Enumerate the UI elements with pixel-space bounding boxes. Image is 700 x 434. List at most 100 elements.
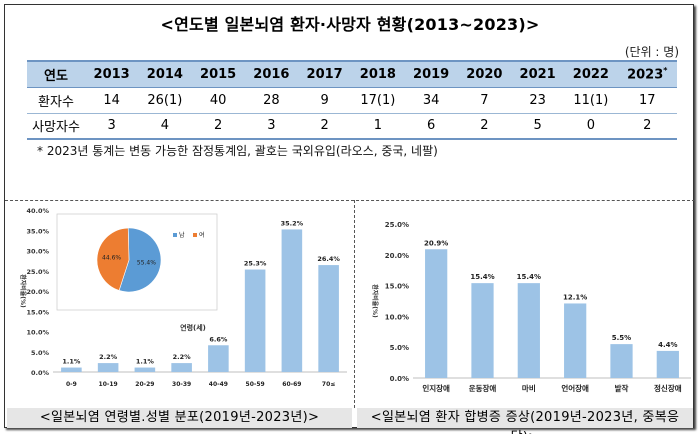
table-cell: 23 — [511, 87, 565, 114]
bar-data-label: 2.2% — [173, 353, 192, 361]
bar-data-label: 20.9% — [424, 239, 448, 247]
bar — [281, 229, 303, 372]
provisional-mark: * — [663, 66, 668, 76]
complication-chart-panel: 0.0% 5.0% 10.0% 15.0% 20.0% 25.0% 환자비율(%) 20.9%… — [357, 202, 693, 407]
bar — [318, 265, 339, 372]
legend-label: 여 — [199, 231, 205, 239]
table-cell: 26(1) — [138, 87, 192, 114]
table-footnote: * 2023년 통계는 변동 가능한 잠정통계임, 괄호는 국외유입(라오스, … — [37, 144, 438, 158]
table-cell: 3 — [244, 113, 298, 140]
bar — [61, 367, 82, 372]
year-header: 2018 — [351, 60, 405, 88]
table-cell: 3 — [85, 113, 139, 140]
table-cell: 14 — [85, 87, 139, 114]
legend-swatch — [193, 233, 197, 237]
bar — [425, 249, 448, 378]
category-label: 0-9 — [66, 381, 77, 388]
category-label: 발작 — [615, 383, 629, 393]
category-label: 50-59 — [246, 381, 265, 388]
table-cell: 5 — [511, 113, 565, 140]
table-cell: 0 — [564, 113, 618, 140]
bar-data-label: 1.1% — [62, 358, 81, 366]
year-header-2023-text: 2023 — [627, 67, 664, 83]
year-header: 2017 — [298, 60, 352, 88]
category-label: 30-39 — [172, 381, 191, 388]
y-tick-label: 20.0% — [26, 288, 49, 296]
x-axis-label: 연령(세) — [180, 323, 206, 332]
category-label: 40-49 — [209, 381, 228, 388]
bar — [244, 269, 266, 372]
bar — [517, 283, 540, 378]
year-header: 2013 — [85, 60, 139, 88]
legend-swatch — [173, 233, 177, 237]
table-cell: 2 — [457, 113, 511, 140]
table-cell: 11(1) — [564, 87, 618, 114]
row-label-deaths: 사망자수 — [27, 113, 85, 140]
unit-label: (단위 : 명) — [624, 45, 679, 59]
year-header: 2021 — [511, 60, 565, 88]
legend-label: 남 — [179, 231, 185, 239]
year-header: 2014 — [138, 60, 192, 88]
year-header: 2016 — [244, 60, 298, 88]
y-axis-label: 환자비율(%) — [19, 274, 27, 308]
category-label: 70≤ — [322, 381, 335, 388]
table-cell: 1 — [351, 113, 405, 140]
category-label: 인지장애 — [422, 383, 450, 393]
y-tick-label: 15.0% — [26, 308, 49, 316]
table-cell: 6 — [404, 113, 458, 140]
right-chart-caption: <일본뇌염 환자 합병증 증상(2019년-2023년, 중복응답)> — [357, 408, 693, 434]
section-divider — [5, 200, 695, 201]
table-cell: 40 — [191, 87, 245, 114]
bar-data-label: 5.5% — [612, 334, 631, 342]
y-tick-label: 0.0% — [31, 369, 50, 377]
y-tick-label: 10.0% — [385, 313, 409, 321]
table-row-patients: 환자수 14 26(1) 40 28 9 17(1) 34 7 23 11(1)… — [27, 87, 677, 114]
page-title: <연도별 일본뇌염 환자·사망자 현황(2013~2023)> — [160, 15, 540, 34]
y-tick-label: 10.0% — [26, 329, 49, 337]
bar-data-label: 12.1% — [563, 293, 587, 301]
y-tick-label: 5.0% — [390, 344, 409, 352]
year-header-2023: 2023* — [617, 60, 677, 88]
table-cell: 17(1) — [351, 87, 405, 114]
table-header-row: 연도 2013 2014 2015 2016 2017 2018 2019 20… — [27, 60, 677, 88]
bar-data-label: 15.4% — [517, 273, 541, 281]
category-label: 언어장애 — [561, 383, 589, 393]
bar-data-label: 15.4% — [470, 273, 494, 281]
pie-slice — [118, 227, 162, 293]
y-tick-label: 5.0% — [31, 349, 50, 357]
left-chart-caption: <일본뇌염 연령별.성별 분포(2019년-2023년)> — [7, 408, 352, 428]
age-distribution-chart: 0.0% 5.0% 10.0% 15.0% 20.0% 25.0% 30.0% 35.0% 40… — [19, 207, 347, 388]
bar-data-label: 1.1% — [136, 358, 155, 366]
bar-data-label: 2.2% — [99, 353, 118, 361]
bar — [610, 344, 633, 378]
y-tick-label: 40.0% — [26, 207, 49, 215]
table-cell: 2 — [617, 113, 677, 140]
year-header: 2022 — [564, 60, 618, 88]
bar-data-label: 25.3% — [244, 260, 267, 268]
year-header: 2015 — [191, 60, 245, 88]
table-cell: 2 — [298, 113, 352, 140]
pie-slice — [96, 227, 130, 291]
category-label: 10-19 — [99, 381, 118, 388]
sex-pie-inset: 55.4% 44.6% 남 여 — [56, 213, 218, 311]
stats-table: 연도 2013 2014 2015 2016 2017 2018 2019 20… — [27, 60, 677, 140]
bar — [208, 345, 229, 372]
row-label-patients: 환자수 — [27, 87, 85, 114]
bar-data-label: 35.2% — [281, 219, 304, 227]
category-label: 60-69 — [282, 381, 301, 388]
bar-data-label: 4.4% — [658, 341, 677, 349]
pie-data-label: 55.4% — [137, 260, 156, 267]
bar — [564, 303, 587, 378]
y-tick-label: 20.0% — [385, 252, 409, 260]
y-tick-label: 35.0% — [26, 227, 49, 235]
y-tick-label: 25.0% — [385, 221, 409, 229]
pie-data-label: 44.6% — [102, 254, 121, 261]
category-label: 정신장애 — [654, 383, 682, 393]
complication-chart: 0.0% 5.0% 10.0% 15.0% 20.0% 25.0% 환자비율(%) 20.9%… — [371, 221, 691, 393]
age-sex-chart-panel: 0.0% 5.0% 10.0% 15.0% 20.0% 25.0% 30.0% 35.0% 40… — [7, 202, 352, 407]
bar — [656, 350, 679, 378]
table-row-deaths: 사망자수 3 4 2 3 2 1 6 2 5 0 2 — [27, 113, 677, 140]
document-frame: <연도별 일본뇌염 환자·사망자 현황(2013~2023)> (단위 : 명)… — [4, 4, 695, 434]
bar — [134, 367, 156, 372]
bar — [171, 363, 192, 372]
